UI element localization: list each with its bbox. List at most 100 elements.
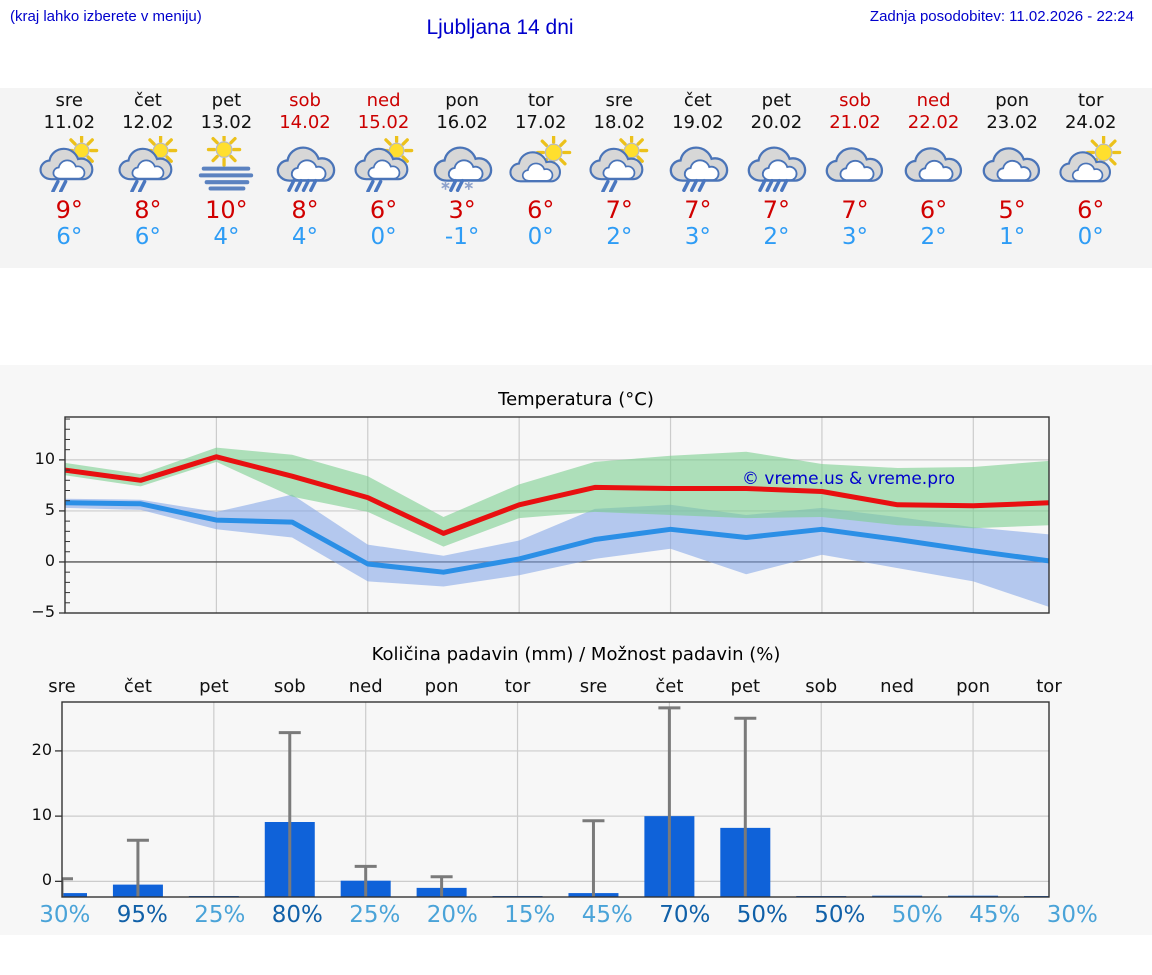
sun-cloud-icon <box>1058 134 1124 194</box>
temp-y-tick-label: 10 <box>34 448 55 468</box>
precipitation-chart-title: Količina padavin (mm) / Možnost padavin … <box>371 644 781 665</box>
max-temp: 6° <box>369 196 398 224</box>
day-date: 22.02 <box>907 112 960 133</box>
max-temp: 8° <box>134 196 162 224</box>
sun-cloud-rain-icon <box>351 133 417 194</box>
precip-probability: 50% <box>814 902 866 928</box>
day-date: 16.02 <box>436 112 488 133</box>
precip-y-tick-label: 0 <box>41 870 52 890</box>
max-temp: 6° <box>1077 196 1105 224</box>
precip-day-label: sre <box>579 676 608 697</box>
precip-probability: 30% <box>39 902 91 928</box>
precip-day-label: čet <box>123 676 152 697</box>
sun-cloud-rain-icon <box>36 133 102 194</box>
cloudy-icon <box>979 136 1045 194</box>
precip-probability: 30% <box>1046 902 1098 928</box>
forecast-day-strip: sre 11.02 9° 6° čet 12.02 8° 6° pet 13.02 10° 4° sob… <box>0 88 1152 268</box>
precip-probability: 25% <box>349 902 401 928</box>
precip-day-label: sob <box>273 676 306 697</box>
day-date: 23.02 <box>986 112 1038 133</box>
precip-y-tick-label: 10 <box>31 805 52 825</box>
day-name: pon <box>445 90 480 111</box>
precip-day-label: sob <box>805 676 838 697</box>
min-temp: 2° <box>920 224 947 250</box>
day-date: 24.02 <box>1064 112 1117 133</box>
max-temp: 10° <box>205 196 248 224</box>
day-name: sob <box>289 90 321 111</box>
precip-probability: 95% <box>116 902 168 928</box>
day-name: sre <box>55 90 84 111</box>
precip-day-label: tor <box>1036 676 1062 697</box>
day-name: tor <box>527 90 554 111</box>
day-date: 12.02 <box>122 112 174 133</box>
page-title: Ljubljana 14 dni <box>426 16 574 39</box>
cloud-rain-icon <box>665 136 731 194</box>
day-name: čet <box>133 90 162 111</box>
forecast-day: ned 22.02 6° 2° <box>894 90 973 268</box>
temp-y-tick-label: 0 <box>44 550 55 570</box>
sun-cloud-rain-icon <box>115 133 181 194</box>
max-temp: 6° <box>527 196 555 224</box>
min-temp: -1° <box>444 224 480 250</box>
day-name: sre <box>605 90 633 111</box>
precip-probability: 50% <box>891 902 943 928</box>
day-name: sob <box>839 90 871 111</box>
precip-day-label: sre <box>48 676 76 697</box>
sun-cloud-icon <box>508 134 574 194</box>
min-temp: 3° <box>841 224 869 250</box>
min-temp: 0° <box>527 224 554 250</box>
min-temp: 3° <box>684 224 711 250</box>
max-temp: 7° <box>841 196 869 224</box>
max-temp: 7° <box>605 196 633 224</box>
min-temp: 4° <box>213 224 240 250</box>
temperature-chart-title: Temperatura (°C) <box>498 389 654 410</box>
sun-fog-icon <box>193 132 259 194</box>
forecast-day: tor 17.02 6° 0° <box>501 90 580 268</box>
max-temp: 3° <box>448 196 476 224</box>
min-temp: 2° <box>606 224 633 250</box>
day-date: 13.02 <box>200 112 253 133</box>
precip-day-label: ned <box>348 676 383 697</box>
cloud-sleet-icon <box>429 136 495 194</box>
last-update-label: Zadnja posodobitev: 11.02.2026 - 22:24 <box>869 8 1134 25</box>
day-name: ned <box>916 90 951 111</box>
cloudy-icon <box>901 136 967 194</box>
forecast-day: ned 15.02 6° 0° <box>344 90 423 268</box>
forecast-day: sob 21.02 7° 3° <box>816 90 895 268</box>
max-temp: 8° <box>291 196 319 224</box>
max-temp: 7° <box>762 196 791 224</box>
cloud-rain-heavy-icon <box>272 136 338 194</box>
precip-day-label: pon <box>424 676 459 697</box>
day-name: ned <box>366 90 401 111</box>
forecast-day: čet 19.02 7° 3° <box>659 90 738 268</box>
min-temp: 1° <box>999 224 1026 250</box>
day-name: pet <box>761 90 792 111</box>
forecast-day: pon 16.02 3° -1° <box>423 90 502 268</box>
forecast-day: tor 24.02 6° 0° <box>1051 90 1130 268</box>
menu-hint-link[interactable]: (kraj lahko izberete v meniju) <box>10 8 202 25</box>
forecast-day: sre 11.02 9° 6° <box>30 90 109 268</box>
precip-probability: 70% <box>659 902 711 928</box>
max-temp: 7° <box>684 196 712 224</box>
day-date: 20.02 <box>750 112 803 133</box>
forecast-day: sre 18.02 7° 2° <box>580 90 659 268</box>
day-date: 11.02 <box>43 112 96 133</box>
cloudy-icon <box>822 136 888 194</box>
forecast-day: pet 20.02 7° 2° <box>737 90 816 268</box>
precip-y-tick-label: 20 <box>31 739 52 759</box>
precip-probability: 80% <box>271 902 323 928</box>
max-temp: 9° <box>55 196 83 224</box>
min-temp: 6° <box>56 224 83 250</box>
day-date: 14.02 <box>279 112 331 133</box>
forecast-day: čet 12.02 8° 6° <box>109 90 188 268</box>
day-date: 17.02 <box>514 112 567 133</box>
max-temp: 5° <box>998 196 1026 224</box>
day-name: pet <box>211 90 242 111</box>
precip-probability: 20% <box>426 902 478 928</box>
min-temp: 6° <box>134 224 161 250</box>
day-date: 18.02 <box>593 112 646 133</box>
day-date: 15.02 <box>357 112 410 133</box>
precip-probability: 25% <box>194 902 246 928</box>
sun-cloud-rain-icon <box>586 133 652 194</box>
